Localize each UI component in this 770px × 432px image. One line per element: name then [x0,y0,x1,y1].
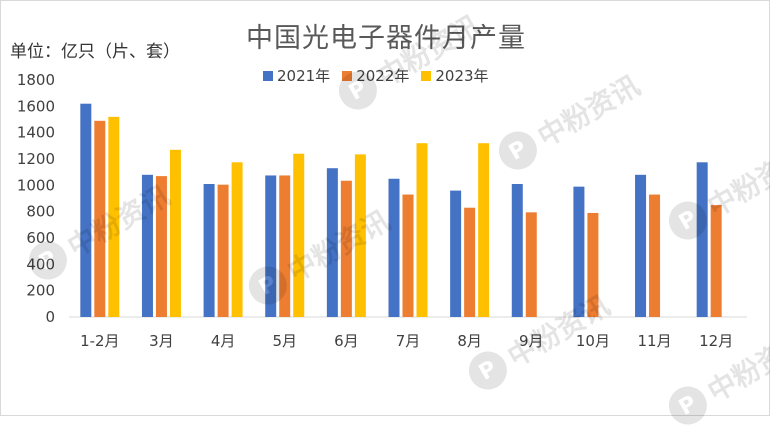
bar-2023年-7月 [416,143,428,317]
bar-2023年-3月 [169,149,181,317]
x-tick-label: 3月 [149,332,174,350]
bar-2022年-7月 [402,194,414,317]
legend-swatch-2021 [263,70,273,81]
bar-chart-plot: 0 200 400 600 800 1000 1200 1400 1600 1800 1-2月 3月 4… [17,71,747,350]
bar-2023年-6月 [354,154,366,317]
y-tick-label: 1200 [17,150,55,168]
legend-swatch-2023 [421,70,432,81]
chart-title: 中国光电子器件月产量 [246,23,526,54]
bar-2021年-11月 [635,174,647,317]
x-tick-label: 8月 [457,332,482,350]
bar-2022年-11月 [649,194,661,317]
y-tick-label: 600 [26,229,55,247]
bar-2023年-1-2月 [108,116,120,317]
bar-2021年-7月 [388,178,400,317]
y-tick-label: 0 [45,308,55,326]
bar-2023年-4月 [231,162,243,317]
bar-2022年-10月 [587,212,599,317]
bar-2022年-4月 [217,184,229,317]
x-tick-label: 7月 [396,332,421,350]
legend-item-2023: 2023年 [421,65,489,86]
x-tick-label: 10月 [576,332,610,350]
x-tick-label: 11月 [637,332,671,350]
x-tick-label: 12月 [699,332,733,350]
legend: 2021年 2022年 2023年 [263,65,489,86]
bar-2022年-3月 [155,176,167,317]
bar-2021年-12月 [696,162,708,317]
bar-2022年-8月 [464,207,476,317]
y-tick-label: 1400 [17,124,55,142]
y-tick-label: 1000 [17,176,55,194]
bar-2021年-10月 [573,186,585,317]
legend-label-2021: 2021年 [277,67,331,85]
x-tick-label: 9月 [519,332,544,350]
bar-2022年-9月 [525,212,537,317]
legend-label-2022: 2022年 [356,67,410,85]
bar-2021年-6月 [326,168,338,317]
legend-swatch-2022 [342,70,353,81]
bar-2021年-8月 [450,190,462,317]
bar-2021年-3月 [141,174,153,317]
y-tick-label: 800 [26,203,55,221]
y-tick-label: 1600 [17,97,55,115]
bar-2021年-9月 [511,184,523,317]
x-tick-label: 1-2月 [80,332,120,350]
bar-2021年-1-2月 [80,103,92,317]
y-tick-label: 1800 [17,71,55,89]
legend-label-2023: 2023年 [435,67,489,85]
bar-2021年-5月 [265,175,277,317]
x-tick-label: 4月 [211,332,236,350]
bar-2021年-4月 [203,184,215,317]
bar-2022年-1-2月 [94,120,106,317]
bar-2023年-8月 [478,143,490,317]
y-tick-label: 200 [26,282,55,300]
bar-2023年-5月 [293,153,305,317]
bar-2022年-5月 [279,175,291,317]
bar-2022年-12月 [710,205,722,317]
legend-item-2022: 2022年 [342,65,409,86]
y-axis-unit-label: 单位：亿只（片、套） [10,42,180,62]
legend-item-2021: 2021年 [263,65,330,86]
bar-2022年-6月 [340,180,352,317]
x-tick-label: 5月 [272,332,297,350]
x-tick-label: 6月 [334,332,359,350]
y-tick-label: 400 [26,255,55,273]
